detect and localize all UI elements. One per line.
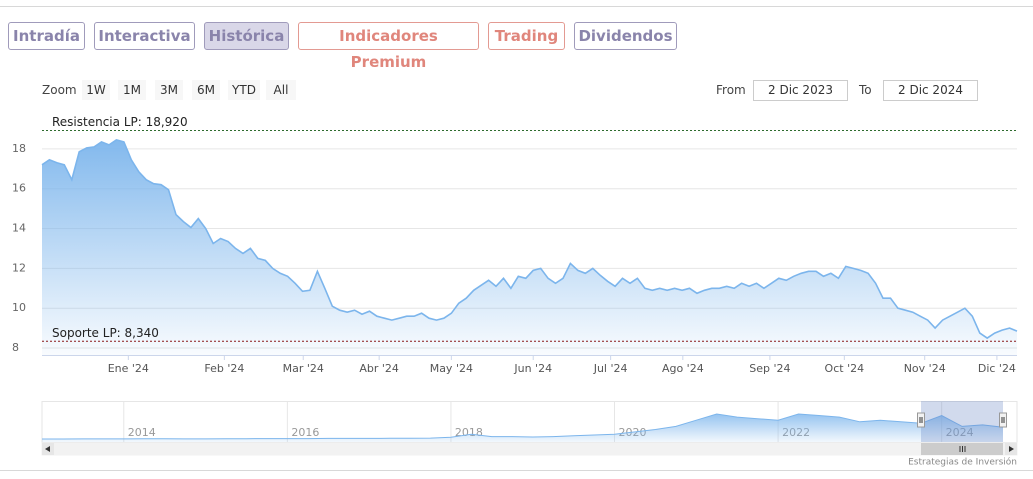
scrollbar-arrow xyxy=(45,446,50,452)
tab[interactable]: Interactiva xyxy=(94,22,195,50)
tab[interactable]: Dividendos xyxy=(574,22,677,50)
x-tick-label: Feb '24 xyxy=(204,362,244,375)
x-tick-label: Jun '24 xyxy=(513,362,552,375)
x-tick-label: Dic '24 xyxy=(978,362,1016,375)
from-input[interactable]: 2 Dic 2023 xyxy=(753,80,848,101)
zoom-button[interactable]: 3M xyxy=(155,80,183,100)
scrollbar-track xyxy=(41,442,1018,456)
x-tick-label: 2016 xyxy=(291,426,319,439)
area-line xyxy=(41,139,1018,340)
zoom-button[interactable]: 6M xyxy=(192,80,220,100)
zoom-label: Zoom xyxy=(42,83,77,97)
to-label: To xyxy=(859,83,872,97)
y-tick-label: 16 xyxy=(12,182,26,195)
y-tick-label: 18 xyxy=(12,142,26,155)
from-label: From xyxy=(716,83,746,97)
y-tick-label: 8 xyxy=(12,341,19,354)
x-tick-label: Abr '24 xyxy=(359,362,399,375)
x-tick-label: 2014 xyxy=(128,426,156,439)
zoom-button[interactable]: 1W xyxy=(82,80,110,100)
area-fill xyxy=(42,139,1017,355)
tab-active[interactable]: Histórica xyxy=(204,22,289,50)
x-tick-label: May '24 xyxy=(430,362,473,375)
tab[interactable]: Indicadores Premium xyxy=(298,22,479,71)
x-tick-label: Ago '24 xyxy=(662,362,704,375)
to-input[interactable]: 2 Dic 2024 xyxy=(883,80,978,101)
scrollbar-arrow xyxy=(1009,446,1014,452)
zoom-button[interactable]: 1M xyxy=(118,80,146,100)
area-fill xyxy=(42,414,1003,442)
zoom-button[interactable]: All xyxy=(266,80,296,100)
area-line xyxy=(42,413,1004,440)
zoom-button[interactable]: YTD xyxy=(228,80,260,100)
y-tick-label: 14 xyxy=(12,222,26,235)
y-tick-label: 12 xyxy=(12,261,26,274)
tab[interactable]: Intradía xyxy=(8,22,85,50)
x-tick-label: Mar '24 xyxy=(283,362,324,375)
navigator-handle xyxy=(999,412,1007,428)
navigator-mask xyxy=(921,401,1003,442)
x-tick-label: Oct '24 xyxy=(825,362,865,375)
navigator-handle xyxy=(917,412,925,428)
plot-line-label: Resistencia LP: 18,920 xyxy=(52,115,188,129)
x-tick-label: Ene '24 xyxy=(108,362,149,375)
y-tick-label: 10 xyxy=(12,301,26,314)
x-tick-label: Nov '24 xyxy=(904,362,946,375)
tab[interactable]: Trading xyxy=(488,22,565,50)
x-tick-label: Sep '24 xyxy=(749,362,790,375)
x-tick-label: Jul '24 xyxy=(593,362,628,375)
credits: Estrategias de Inversión xyxy=(908,457,1017,468)
plot-line-label: Soporte LP: 8,340 xyxy=(52,326,159,340)
